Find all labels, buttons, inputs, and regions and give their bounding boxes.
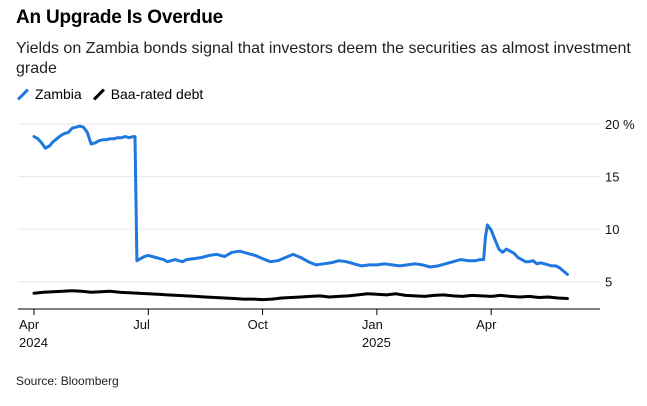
- y-tick-label-15: 15: [605, 170, 619, 185]
- x-tick-label-oct: Oct: [248, 317, 269, 332]
- chart-subtitle: Yields on Zambia bonds signal that inves…: [16, 40, 631, 77]
- series-layer: [32, 124, 569, 302]
- series-line-zambia: [32, 124, 569, 276]
- legend-label-baa: Baa-rated debt: [110, 86, 204, 102]
- y-tick-label-5: 5: [605, 275, 612, 290]
- source-note: Source: Bloomberg: [16, 374, 119, 388]
- x-axis: Apr 2024 Jul Oct Jan 2025 Apr: [18, 308, 600, 350]
- x-tick-year-2025: 2025: [362, 335, 391, 350]
- series-line-baa-rated-debt: [32, 289, 569, 302]
- legend-item-baa: Baa-rated debt: [92, 86, 204, 102]
- chart-title: An Upgrade Is Overdue: [16, 7, 223, 28]
- gridlines: [18, 123, 600, 283]
- legend-label-zambia: Zambia: [35, 86, 82, 102]
- x-tick-label-jan: Jan: [362, 317, 383, 332]
- x-tick-label-apr: Apr: [476, 317, 497, 332]
- y-axis: 5 10 15 20 %: [605, 117, 635, 290]
- y-tick-label-20: 20 %: [605, 117, 635, 132]
- legend-item-zambia: Zambia: [16, 86, 82, 102]
- x-tick-year-2024: 2024: [19, 335, 48, 350]
- legend: Zambia Baa-rated debt: [16, 86, 213, 102]
- x-tick-label-apr: Apr: [19, 317, 40, 332]
- y-tick-label-10: 10: [605, 222, 619, 237]
- x-tick-label-jul: Jul: [133, 317, 150, 332]
